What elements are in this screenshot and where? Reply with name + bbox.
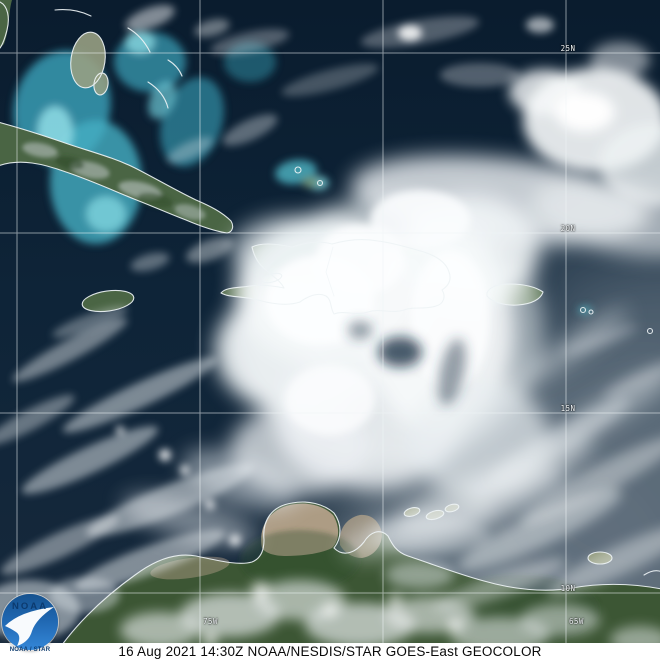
noaa-seagull-icon [5, 607, 54, 646]
storm-dark-notches [348, 321, 466, 406]
lat-label-20n: 20N [560, 224, 576, 233]
caption-bar: 16 Aug 2021 14:30Z NOAA/NESDIS/STAR GOES… [0, 643, 660, 660]
scattered-clouds-north [125, 5, 554, 272]
caption-text: 16 Aug 2021 14:30Z NOAA/NESDIS/STAR GOES… [118, 644, 542, 659]
graticule-grid [0, 0, 660, 643]
streak-clouds-southwest [0, 306, 254, 640]
lon-label-65w: 65W [569, 617, 584, 626]
lat-label-10n: 10N [560, 584, 576, 593]
noaa-logo: NOAA [2, 594, 58, 650]
lon-label-75w: 75W [203, 617, 218, 626]
noaa-star-sublabel: NOAA / STAR [9, 647, 51, 653]
clouds-over-south-america [120, 561, 660, 654]
jamaica-landmass [82, 290, 134, 312]
noaa-logo-acronym: NOAA [12, 601, 48, 612]
cumulus-cluster-northeast [509, 42, 660, 207]
florida-tip [0, 0, 12, 48]
andros-island [70, 32, 106, 88]
lat-label-15n: 15N [560, 404, 576, 413]
cuba-landmass [0, 122, 233, 233]
lat-label-25n: 25N [560, 44, 576, 53]
